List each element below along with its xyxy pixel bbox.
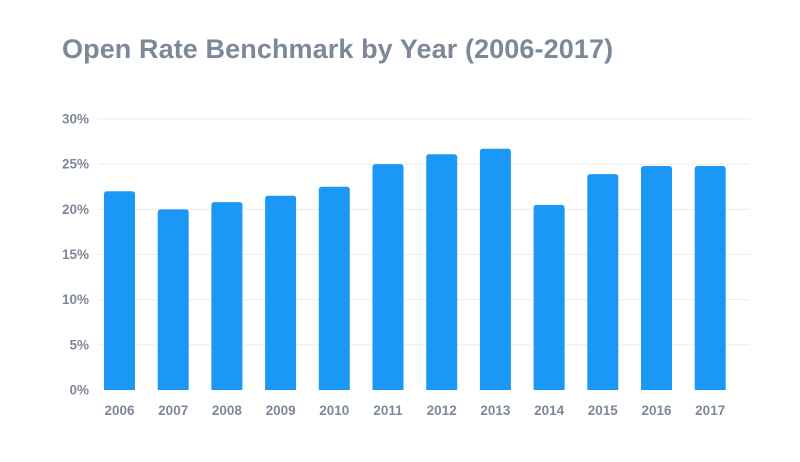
bar-2011 bbox=[372, 164, 404, 390]
y-tick-label: 25% bbox=[62, 157, 89, 172]
y-axis: 0% 5% 10% 15% 20% 25% 30% bbox=[62, 112, 89, 398]
bar-2013 bbox=[479, 148, 511, 390]
chart-title: Open Rate Benchmark by Year (2006-2017) bbox=[62, 34, 614, 64]
x-tick-label: 2014 bbox=[534, 403, 565, 418]
x-tick-label: 2011 bbox=[373, 403, 403, 418]
bar-2015 bbox=[587, 174, 619, 390]
y-tick-label: 10% bbox=[62, 292, 89, 307]
bar-2010 bbox=[318, 186, 350, 390]
bar-2017 bbox=[694, 165, 726, 390]
x-tick-label: 2013 bbox=[480, 403, 511, 418]
bars bbox=[104, 148, 726, 390]
x-tick-label: 2017 bbox=[695, 403, 725, 418]
y-tick-label: 20% bbox=[62, 202, 89, 217]
x-axis: 2006 2007 2008 2009 2010 2011 2012 2013 2014 2015… bbox=[104, 403, 725, 418]
y-tick-label: 15% bbox=[62, 247, 89, 262]
bar-2007 bbox=[157, 209, 189, 390]
y-tick-label: 30% bbox=[62, 112, 89, 127]
x-tick-label: 2015 bbox=[588, 403, 619, 418]
x-tick-label: 2012 bbox=[427, 403, 457, 418]
bar-2009 bbox=[265, 195, 297, 390]
bar-2008 bbox=[211, 202, 243, 390]
x-tick-label: 2007 bbox=[158, 403, 188, 418]
y-tick-label: 0% bbox=[69, 383, 89, 398]
x-tick-label: 2008 bbox=[212, 403, 243, 418]
x-tick-label: 2016 bbox=[641, 403, 672, 418]
gridlines bbox=[98, 118, 750, 346]
bar-2014 bbox=[533, 204, 565, 390]
x-tick-label: 2009 bbox=[266, 403, 296, 418]
bar-2006 bbox=[104, 191, 135, 390]
x-tick-label: 2010 bbox=[319, 403, 349, 418]
bar-2012 bbox=[426, 154, 458, 390]
y-tick-label: 5% bbox=[69, 337, 89, 352]
bar-2016 bbox=[641, 165, 672, 390]
x-tick-label: 2006 bbox=[104, 403, 135, 418]
